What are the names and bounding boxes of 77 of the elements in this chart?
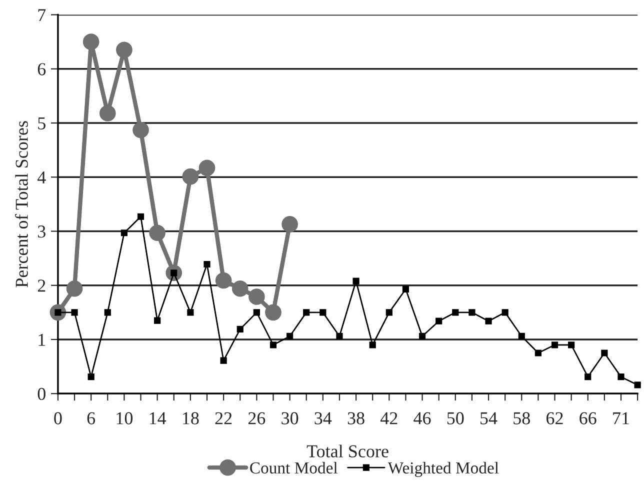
- x-tick-label: 18: [183, 412, 199, 424]
- point: [485, 318, 492, 324]
- point: [232, 280, 248, 297]
- point: [286, 332, 294, 340]
- point: [618, 374, 624, 380]
- point: [187, 309, 194, 316]
- point: [452, 309, 459, 316]
- point: [236, 326, 244, 332]
- point: [518, 332, 525, 340]
- point: [82, 34, 100, 50]
- y-tick-label: 5: [38, 117, 46, 130]
- point: [369, 342, 376, 348]
- point: [502, 309, 508, 316]
- x-tick-label: 6: [87, 412, 96, 424]
- point: [386, 309, 392, 316]
- y-tick-label: 0: [38, 388, 46, 400]
- x-tick-label: 58: [514, 412, 530, 424]
- legend-label: Weighted Model: [388, 462, 499, 477]
- x-tick-label: 62: [546, 412, 563, 424]
- point: [116, 42, 132, 58]
- point: [198, 160, 216, 176]
- y-tick-label: 1: [38, 334, 46, 346]
- point: [436, 318, 442, 324]
- point: [120, 230, 128, 236]
- x-tick-label: 34: [314, 412, 332, 424]
- point: [468, 309, 476, 316]
- point: [154, 317, 161, 324]
- point: [220, 357, 227, 364]
- y-tick-label: 6: [38, 63, 46, 76]
- point: [584, 374, 592, 380]
- point: [99, 105, 116, 122]
- x-tick-label: 42: [380, 412, 398, 424]
- point: [418, 332, 426, 340]
- x-tick-label: 66: [580, 412, 596, 424]
- point: [66, 280, 83, 297]
- x-tick-label: 26: [248, 412, 266, 424]
- x-tick-label: 46: [414, 412, 431, 424]
- x-tick-label: 0: [54, 412, 62, 424]
- point: [215, 272, 232, 289]
- point: [282, 216, 298, 232]
- y-axis-title: Percent of Total Scores: [15, 121, 28, 288]
- point: [248, 288, 265, 305]
- point: [137, 213, 144, 220]
- point: [634, 382, 641, 388]
- x-tick-label: 30: [282, 412, 298, 424]
- y-tick-label: 7: [38, 9, 46, 22]
- x-tick-label: 54: [480, 412, 498, 424]
- point: [132, 122, 149, 138]
- point: [402, 286, 410, 292]
- point: [303, 309, 310, 316]
- point: [88, 374, 94, 380]
- y-tick-label: 3: [38, 226, 46, 238]
- x-tick-label: 50: [447, 412, 464, 424]
- x-tick-label: 71: [613, 412, 629, 424]
- legend-label: Count Model: [250, 462, 338, 474]
- point: [551, 342, 558, 348]
- point: [270, 342, 277, 348]
- x-tick-label: 22: [215, 412, 232, 424]
- x-tick-label: 14: [150, 412, 166, 424]
- point: [104, 309, 111, 316]
- y-tick-label: 4: [37, 172, 46, 184]
- point: [336, 332, 343, 340]
- point: [253, 309, 260, 316]
- point: [71, 309, 78, 316]
- x-tick-label: 10: [116, 412, 133, 424]
- point: [182, 168, 199, 185]
- point: [320, 309, 326, 316]
- x-axis-title: Total Score: [306, 444, 388, 458]
- y-tick-label: 2: [38, 280, 46, 292]
- point: [149, 224, 166, 242]
- point: [601, 350, 608, 356]
- point: [265, 304, 282, 321]
- point: [534, 350, 542, 356]
- point: [352, 278, 360, 284]
- x-tick-label: 38: [348, 412, 364, 424]
- point: [568, 342, 575, 348]
- point: [204, 260, 210, 268]
